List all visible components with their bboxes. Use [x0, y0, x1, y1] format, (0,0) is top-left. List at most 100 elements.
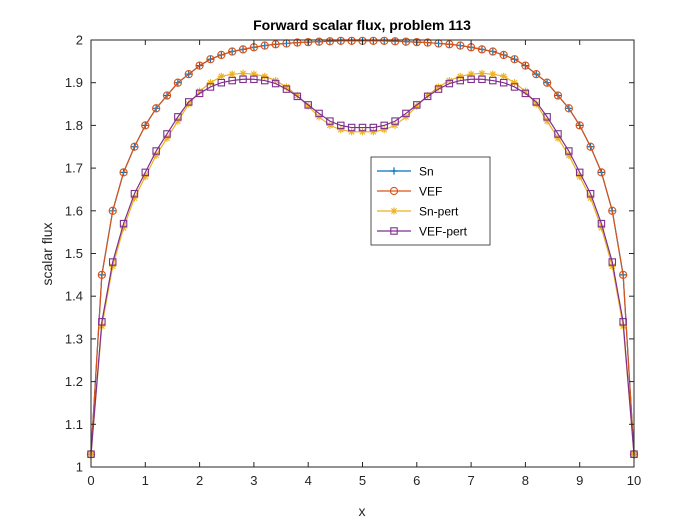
data-point-sn-pert — [576, 173, 584, 181]
legend: Sn VEF Sn-pert VEF-pert — [370, 156, 491, 246]
data-point-vef — [97, 270, 107, 279]
data-point-sn-pert — [141, 173, 149, 181]
data-point-vef — [521, 61, 530, 70]
data-point-sn-pert — [434, 83, 443, 91]
data-point-sn-pert — [586, 194, 595, 202]
data-point-vef-pert — [315, 109, 323, 118]
data-point-vef — [141, 121, 150, 130]
data-point-vef-pert — [478, 75, 486, 84]
data-point-sn-pert — [174, 117, 182, 125]
y-tick-label: 1.8 — [65, 118, 83, 133]
data-point-sn-pert — [152, 151, 160, 159]
data-point-vef-pert — [347, 123, 356, 132]
legend-label: VEF-pert — [419, 225, 468, 239]
data-point-vef-pert — [510, 83, 519, 91]
data-point-sn-pert — [109, 262, 117, 270]
data-point-sn-pert — [130, 194, 139, 202]
x-tick-label: 4 — [305, 473, 312, 488]
data-point-sn-pert — [282, 83, 291, 91]
legend-entry-vef: VEF — [377, 185, 442, 199]
x-tick-label: 8 — [522, 473, 529, 488]
axes-layer: 0 1 2 3 4 5 6 7 8 9 1011.11.21.31.41.51.61.71.81.9… — [65, 33, 641, 489]
data-point-vef — [314, 37, 324, 46]
data-point-sn-pert — [261, 72, 269, 80]
data-point-vef-pert — [206, 83, 215, 91]
data-point-vef — [336, 36, 345, 46]
data-point-vef-pert — [130, 189, 139, 198]
data-point-vef-pert — [608, 258, 617, 266]
data-point-vef-pert — [195, 89, 204, 98]
x-tick-label: 6 — [413, 473, 420, 488]
legend-marker — [390, 207, 398, 215]
legend-label: Sn — [419, 165, 434, 179]
data-point-vef — [217, 50, 226, 60]
y-axis-label: scalar flux — [39, 222, 55, 285]
y-tick-label: 1.9 — [65, 75, 83, 90]
data-point-sn-pert — [608, 262, 616, 270]
data-point-vef-pert — [304, 101, 312, 109]
data-point-vef — [228, 47, 237, 56]
data-point-vef — [369, 36, 378, 46]
data-point-vef-pert — [326, 117, 334, 125]
y-tick-label: 2 — [76, 33, 83, 48]
data-point-sn-pert — [456, 72, 464, 80]
series-line-vef-pert — [90, 78, 635, 455]
data-point-vef — [271, 40, 280, 49]
data-point-vef — [575, 121, 584, 130]
data-point-sn-pert — [196, 87, 204, 95]
data-point-vef — [423, 38, 432, 47]
legend-marker — [389, 186, 399, 196]
x-tick-label: 0 — [87, 473, 94, 488]
data-point-vef-pert — [250, 75, 258, 84]
data-point-vef — [260, 41, 269, 50]
data-point-sn-pert — [326, 121, 334, 129]
data-point-vef — [608, 206, 617, 215]
data-point-vef — [488, 47, 497, 56]
data-point-vef — [119, 168, 128, 177]
data-point-vef — [184, 70, 193, 79]
data-point-vef — [108, 206, 117, 215]
data-point-vef — [412, 37, 421, 47]
x-tick-label: 5 — [359, 473, 366, 488]
data-point-sn-pert — [597, 224, 606, 232]
data-point-vef-pert — [119, 219, 128, 228]
data-point-sn-pert — [510, 79, 519, 87]
x-tick-label: 10 — [627, 473, 641, 488]
data-point-vef — [553, 91, 563, 100]
plot-area — [91, 40, 634, 467]
data-point-sn-pert — [478, 69, 486, 77]
data-point-vef-pert — [369, 123, 378, 132]
data-point-vef — [499, 50, 508, 60]
data-point-sn-pert — [163, 134, 171, 142]
data-point-vef-pert — [554, 130, 562, 138]
data-point-sn-pert — [521, 87, 529, 95]
data-point-vef — [542, 78, 552, 87]
data-point-vef-pert — [619, 318, 627, 326]
data-point-sn-pert — [185, 100, 193, 108]
data-point-vef — [238, 45, 248, 54]
data-point-vef-pert — [499, 78, 508, 87]
data-point-vef-pert — [456, 76, 464, 85]
data-point-vef-pert — [597, 219, 606, 228]
y-tick-label: 1.1 — [65, 417, 83, 432]
data-point-vef — [445, 40, 454, 49]
data-point-vef-pert — [98, 318, 106, 326]
data-point-vef — [293, 38, 302, 47]
data-point-vef-pert — [586, 189, 595, 198]
data-point-sn-pert — [413, 102, 421, 110]
legend-entry-sn-pert: Sn-pert — [377, 205, 459, 219]
data-point-sn-pert — [565, 151, 573, 159]
legend-marker — [390, 167, 398, 175]
x-tick-label: 3 — [250, 473, 257, 488]
y-tick-label: 1.5 — [65, 246, 83, 261]
data-point-vef — [380, 36, 389, 46]
data-point-vef-pert — [282, 85, 291, 93]
data-point-sn-pert — [369, 128, 377, 136]
data-point-vef — [152, 104, 161, 113]
data-point-vef — [456, 41, 465, 50]
data-point-sn-pert — [543, 117, 551, 125]
legend-entry-sn: Sn — [377, 165, 434, 179]
data-point-sn-pert — [304, 102, 312, 110]
data-point-sn-pert — [489, 70, 497, 78]
data-point-vef-pert — [239, 75, 247, 84]
